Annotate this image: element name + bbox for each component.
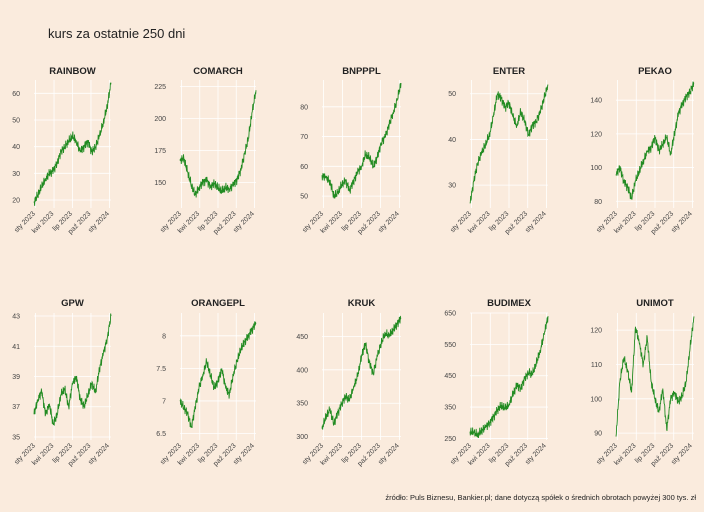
price-line (33, 313, 112, 426)
y-tick-label: 400 (296, 367, 308, 374)
y-tick-label: 7.5 (156, 366, 166, 373)
panel-title: BUDIMEX (487, 298, 531, 309)
y-tick-label: 50 (12, 118, 20, 125)
y-tick-label: 43 (12, 314, 20, 321)
x-tick-label: sty 2024 (377, 210, 401, 234)
panel-title: ORANGEPL (191, 298, 245, 309)
y-tick-label: 200 (154, 116, 166, 123)
y-tick-label: 30 (448, 183, 456, 190)
y-tick-label: 120 (590, 131, 602, 138)
y-tick-label: 8 (162, 333, 166, 340)
y-tick-label: 41 (12, 344, 20, 351)
y-tick-label: 50 (448, 91, 456, 98)
y-tick-label: 350 (444, 405, 456, 412)
x-tick-label: sty 2024 (524, 442, 548, 466)
price-line (321, 82, 402, 199)
y-tick-label: 90 (594, 431, 602, 438)
y-tick-label: 450 (444, 373, 456, 380)
y-tick-label: 150 (154, 180, 166, 187)
y-tick-label: 35 (12, 434, 20, 441)
y-tick-label: 100 (590, 396, 602, 403)
y-tick-label: 350 (296, 401, 308, 408)
y-tick-label: 20 (12, 198, 20, 205)
panel-title: UNIMOT (636, 298, 674, 309)
y-tick-label: 7 (162, 398, 166, 405)
x-tick-label: sty 2024 (524, 210, 548, 234)
x-tick-label: sty 2024 (670, 210, 694, 234)
price-line (321, 315, 402, 430)
panel-title: ENTER (493, 66, 525, 77)
price-line (33, 82, 112, 206)
source-note: źródło: Puls Biznesu, Bankier.pl; dane d… (385, 493, 696, 502)
y-tick-label: 70 (300, 134, 308, 141)
price-line (615, 316, 695, 437)
chart-title: kurs za ostatnie 250 dni (48, 26, 186, 41)
y-tick-label: 140 (590, 98, 602, 105)
y-tick-label: 39 (12, 374, 20, 381)
panel-title: COMARCH (193, 66, 243, 77)
price-line (615, 81, 695, 200)
y-tick-label: 30 (12, 171, 20, 178)
y-tick-label: 550 (444, 342, 456, 349)
price-line (469, 84, 549, 204)
y-tick-label: 80 (594, 199, 602, 206)
panel-title: BNPPPL (342, 66, 381, 77)
y-tick-label: 37 (12, 404, 20, 411)
y-tick-label: 50 (300, 194, 308, 201)
y-tick-label: 450 (296, 334, 308, 341)
y-tick-label: 250 (444, 436, 456, 443)
panel-title: KRUK (348, 298, 376, 309)
y-tick-label: 100 (590, 165, 602, 172)
y-tick-label: 6.5 (156, 431, 166, 438)
panel-title: PEKAO (638, 66, 672, 77)
y-tick-label: 650 (444, 311, 456, 318)
x-tick-label: sty 2024 (670, 442, 694, 466)
y-tick-label: 40 (12, 144, 20, 151)
y-tick-label: 175 (154, 148, 166, 155)
y-tick-label: 60 (300, 164, 308, 171)
panel-title: GPW (61, 298, 84, 309)
y-tick-label: 300 (296, 434, 308, 441)
y-tick-label: 40 (448, 137, 456, 144)
price-line (179, 321, 257, 429)
y-tick-label: 225 (154, 84, 166, 91)
y-tick-label: 60 (12, 91, 20, 98)
panel-title: RAINBOW (49, 66, 95, 77)
y-tick-label: 120 (590, 328, 602, 335)
y-tick-label: 80 (300, 104, 308, 111)
y-tick-label: 110 (591, 362, 602, 369)
price-line (179, 90, 257, 198)
price-line (469, 316, 549, 438)
x-tick-label: sty 2024 (377, 442, 401, 466)
